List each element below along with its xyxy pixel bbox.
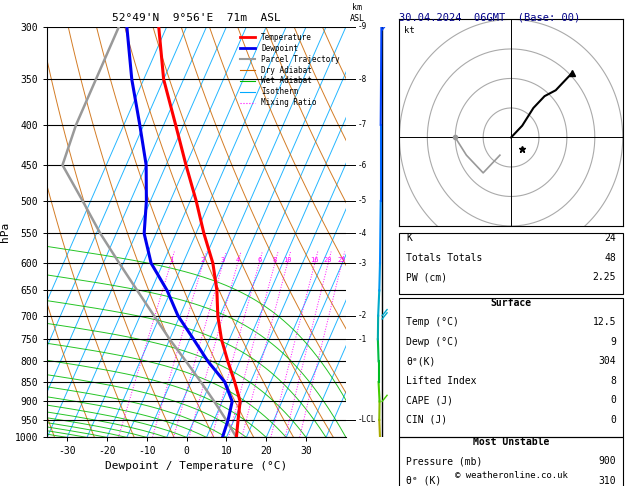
Text: 25: 25: [338, 257, 346, 263]
Text: -5: -5: [358, 196, 367, 206]
Text: Surface: Surface: [491, 298, 532, 308]
Text: 6: 6: [257, 257, 261, 263]
Text: -3: -3: [358, 259, 367, 268]
Text: 8: 8: [610, 376, 616, 386]
Text: -4: -4: [358, 229, 367, 238]
Text: 20: 20: [324, 257, 332, 263]
Text: © weatheronline.co.uk: © weatheronline.co.uk: [455, 471, 567, 480]
Text: Pressure (mb): Pressure (mb): [406, 456, 482, 467]
Text: 900: 900: [598, 456, 616, 467]
Text: -2: -2: [358, 311, 367, 320]
Text: K: K: [406, 233, 412, 243]
Text: 304: 304: [598, 356, 616, 366]
Text: 10: 10: [283, 257, 292, 263]
Text: 30.04.2024  06GMT  (Base: 00): 30.04.2024 06GMT (Base: 00): [399, 12, 581, 22]
Text: 12.5: 12.5: [593, 317, 616, 328]
Text: 2: 2: [201, 257, 205, 263]
Text: -7: -7: [358, 121, 367, 129]
Text: 8: 8: [273, 257, 277, 263]
Text: 310: 310: [598, 476, 616, 486]
Bar: [399, 298, 623, 437]
Bar: [399, 437, 623, 486]
Text: -LCL: -LCL: [358, 416, 377, 424]
Text: 16: 16: [311, 257, 319, 263]
Bar: [399, 233, 623, 294]
Text: θᵉ (K): θᵉ (K): [406, 476, 442, 486]
Text: 2.25: 2.25: [593, 272, 616, 282]
Text: -6: -6: [358, 160, 367, 170]
Text: -8: -8: [358, 75, 367, 84]
Text: Totals Totals: Totals Totals: [406, 253, 482, 263]
Text: 1: 1: [169, 257, 173, 263]
Text: Most Unstable: Most Unstable: [473, 437, 549, 447]
Text: Dewp (°C): Dewp (°C): [406, 337, 459, 347]
Text: -9: -9: [358, 22, 367, 31]
Text: 3: 3: [221, 257, 225, 263]
Text: -1: -1: [358, 335, 367, 344]
Text: 24: 24: [604, 233, 616, 243]
Text: Temp (°C): Temp (°C): [406, 317, 459, 328]
Legend: Temperature, Dewpoint, Parcel Trajectory, Dry Adiabat, Wet Adiabat, Isotherm, Mi: Temperature, Dewpoint, Parcel Trajectory…: [238, 31, 342, 109]
Text: CAPE (J): CAPE (J): [406, 396, 453, 405]
Text: 4: 4: [236, 257, 240, 263]
Text: Lifted Index: Lifted Index: [406, 376, 477, 386]
Text: kt: kt: [404, 26, 415, 35]
Title: 52°49'N  9°56'E  71m  ASL: 52°49'N 9°56'E 71m ASL: [112, 13, 281, 23]
Text: km
ASL: km ASL: [350, 3, 364, 23]
Text: 0: 0: [610, 396, 616, 405]
Text: 48: 48: [604, 253, 616, 263]
Text: CIN (J): CIN (J): [406, 415, 447, 425]
Text: PW (cm): PW (cm): [406, 272, 447, 282]
Text: 0: 0: [610, 415, 616, 425]
Text: θᵉ(K): θᵉ(K): [406, 356, 435, 366]
X-axis label: Dewpoint / Temperature (°C): Dewpoint / Temperature (°C): [106, 461, 287, 470]
Y-axis label: hPa: hPa: [1, 222, 11, 242]
Text: 9: 9: [610, 337, 616, 347]
